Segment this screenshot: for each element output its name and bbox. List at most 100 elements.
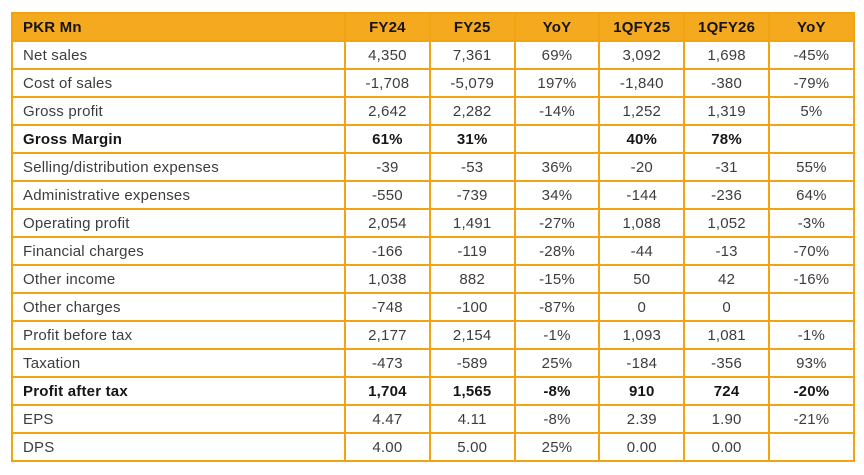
cell-value: 64% — [767, 180, 855, 210]
cell-value: 61% — [344, 124, 431, 154]
cell-value: 1,038 — [344, 264, 431, 294]
cell-value: 7,361 — [428, 40, 516, 70]
row-label: Financial charges — [11, 236, 346, 266]
header-cell-yoy: YoY — [513, 12, 601, 42]
cell-value: -589 — [428, 348, 516, 378]
row-label: Other income — [11, 264, 346, 294]
cell-value: -119 — [428, 236, 516, 266]
cell-value: 4,350 — [344, 40, 431, 70]
cell-value: -21% — [767, 404, 855, 434]
row-label: Selling/distribution expenses — [11, 152, 346, 182]
table-row: Administrative expenses -550 -739 34% -144 -2… — [11, 180, 855, 210]
row-label: DPS — [11, 432, 346, 462]
table-row: Operating profit 2,054 1,491 -27% 1,088 1,052… — [11, 208, 855, 238]
cell-value: 1,319 — [683, 96, 770, 126]
cell-value: 724 — [683, 376, 770, 406]
table-row: DPS 4.00 5.00 25% 0.00 0.00 — [11, 432, 855, 462]
table-row: Taxation -473 -589 25% -184 -356 93% — [11, 348, 855, 378]
cell-value: 1,704 — [344, 376, 431, 406]
cell-value: 1,565 — [428, 376, 516, 406]
cell-value: -45% — [767, 40, 855, 70]
cell-value: 1,252 — [598, 96, 686, 126]
row-label: Taxation — [11, 348, 346, 378]
cell-value — [767, 292, 855, 322]
cell-value: 1.90 — [683, 404, 770, 434]
table-row: Other charges -748 -100 -87% 0 0 — [11, 292, 855, 322]
cell-value: -87% — [513, 292, 601, 322]
cell-value: 4.00 — [344, 432, 431, 462]
cell-value: -8% — [513, 404, 601, 434]
cell-value: -100 — [428, 292, 516, 322]
cell-value: 1,081 — [683, 320, 770, 350]
cell-value: 910 — [598, 376, 686, 406]
cell-value: -1% — [767, 320, 855, 350]
header-cell-fy24: FY24 — [344, 12, 431, 42]
cell-value — [513, 124, 601, 154]
table-row: Profit after tax 1,704 1,565 -8% 910 724 -20% — [11, 376, 855, 406]
cell-value: -5,079 — [428, 68, 516, 98]
table-row: Net sales 4,350 7,361 69% 3,092 1,698 -45% — [11, 40, 855, 70]
header-cell-1qfy26: 1QFY26 — [683, 12, 770, 42]
cell-value: 0 — [683, 292, 770, 322]
financials-table-container: PKR Mn FY24 FY25 YoY 1QFY25 1QFY26 YoY Net sal… — [11, 12, 855, 462]
cell-value: 197% — [513, 68, 601, 98]
table-body: Net sales 4,350 7,361 69% 3,092 1,698 -45% Cost… — [11, 40, 855, 462]
cell-value: -20 — [598, 152, 686, 182]
table-row: Other income 1,038 882 -15% 50 42 -16% — [11, 264, 855, 294]
header-row: PKR Mn FY24 FY25 YoY 1QFY25 1QFY26 YoY — [11, 12, 855, 42]
row-label: EPS — [11, 404, 346, 434]
cell-value: 34% — [513, 180, 601, 210]
row-label: Gross profit — [11, 96, 346, 126]
cell-value: -28% — [513, 236, 601, 266]
cell-value: 50 — [598, 264, 686, 294]
cell-value: -1,708 — [344, 68, 431, 98]
cell-value: -748 — [344, 292, 431, 322]
cell-value: 0.00 — [598, 432, 686, 462]
cell-value: -8% — [513, 376, 601, 406]
cell-value: 2,282 — [428, 96, 516, 126]
cell-value: 31% — [428, 124, 516, 154]
cell-value: -39 — [344, 152, 431, 182]
cell-value: 4.11 — [428, 404, 516, 434]
cell-value: 55% — [767, 152, 855, 182]
cell-value: 1,088 — [598, 208, 686, 238]
cell-value: 93% — [767, 348, 855, 378]
cell-value: 1,491 — [428, 208, 516, 238]
header-cell-yoy: YoY — [767, 12, 855, 42]
table-row: Gross profit 2,642 2,282 -14% 1,252 1,319 5% — [11, 96, 855, 126]
cell-value: -16% — [767, 264, 855, 294]
cell-value: -236 — [683, 180, 770, 210]
cell-value: 5% — [767, 96, 855, 126]
cell-value: -53 — [428, 152, 516, 182]
cell-value: 25% — [513, 348, 601, 378]
cell-value: -1% — [513, 320, 601, 350]
cell-value: 1,698 — [683, 40, 770, 70]
cell-value: -184 — [598, 348, 686, 378]
cell-value: -166 — [344, 236, 431, 266]
table-row: Gross Margin 61% 31% 40% 78% — [11, 124, 855, 154]
header-cell-unit-label: PKR Mn — [11, 12, 346, 42]
cell-value: -356 — [683, 348, 770, 378]
row-label: Operating profit — [11, 208, 346, 238]
cell-value: 4.47 — [344, 404, 431, 434]
cell-value: 78% — [683, 124, 770, 154]
cell-value: 69% — [513, 40, 601, 70]
row-label: Profit before tax — [11, 320, 346, 350]
table-row: Cost of sales -1,708 -5,079 197% -1,840 -380-… — [11, 68, 855, 98]
cell-value: 0.00 — [683, 432, 770, 462]
row-label: Gross Margin — [11, 124, 346, 154]
row-label: Other charges — [11, 292, 346, 322]
cell-value: -20% — [767, 376, 855, 406]
cell-value: 25% — [513, 432, 601, 462]
cell-value: -380 — [683, 68, 770, 98]
cell-value: -31 — [683, 152, 770, 182]
row-label: Administrative expenses — [11, 180, 346, 210]
cell-value: 2,154 — [428, 320, 516, 350]
cell-value: 1,093 — [598, 320, 686, 350]
cell-value: -1,840 — [598, 68, 686, 98]
table-row: Selling/distribution expenses -39 -53 36% -2… — [11, 152, 855, 182]
cell-value: 2,054 — [344, 208, 431, 238]
cell-value: -3% — [767, 208, 855, 238]
cell-value: 2,177 — [344, 320, 431, 350]
table-row: Profit before tax 2,177 2,154 -1% 1,093 1,081… — [11, 320, 855, 350]
